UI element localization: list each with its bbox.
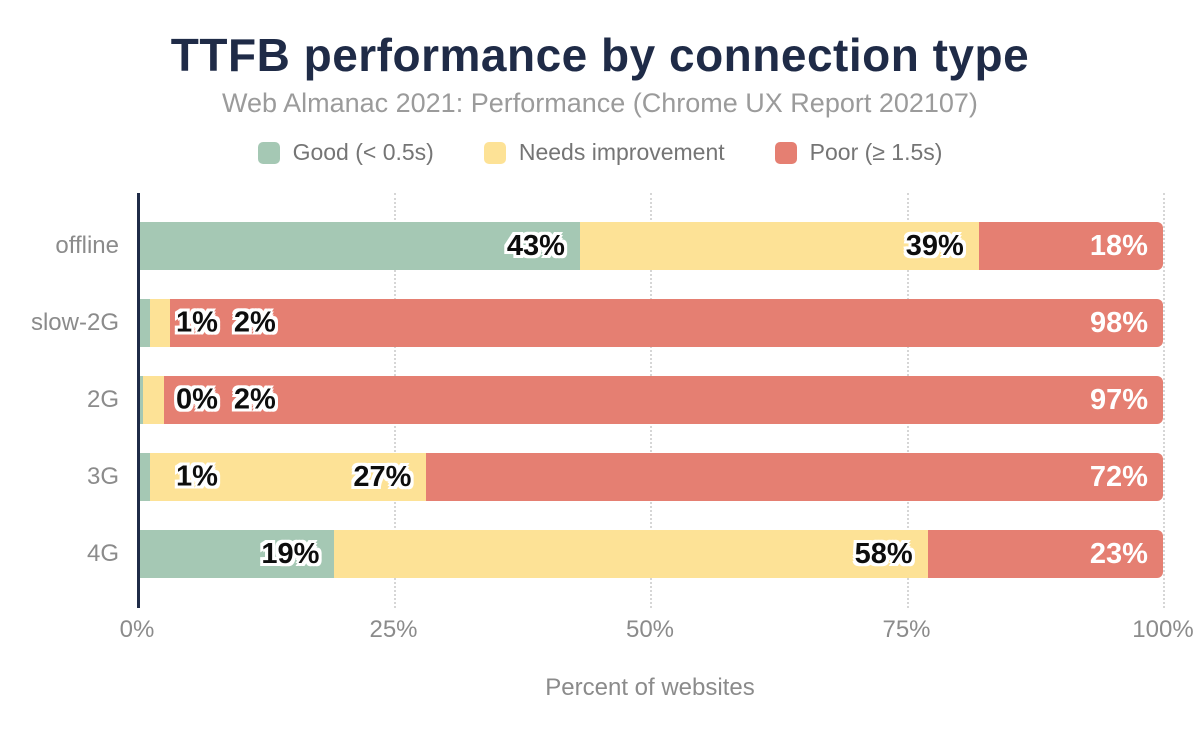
bar-segment-needs-improvement[interactable] (143, 376, 164, 424)
value-label: 98% (1089, 306, 1148, 339)
bar-row-offline: offline 43% 39% 18% (55, 222, 1163, 270)
x-tick-label: 50% (625, 616, 675, 643)
category-label: offline (55, 232, 119, 259)
bar-segment-good[interactable]: 19% (140, 530, 335, 578)
bar-segment-poor[interactable]: 23% (927, 530, 1163, 578)
stacked-bar: 19% 58% 23% (140, 530, 1163, 578)
bar-segment-needs-improvement[interactable] (150, 299, 171, 347)
value-label: 97% (1089, 383, 1148, 416)
legend-label: Good (< 0.5s) (292, 139, 434, 165)
stacked-bar: 98% (140, 299, 1163, 347)
value-label: 58% (854, 537, 913, 570)
legend-swatch-icon (483, 141, 506, 164)
legend-swatch-icon (257, 141, 280, 164)
y-axis-line (137, 193, 140, 608)
bar-segment-good[interactable]: 43% (140, 222, 580, 270)
legend-label: Poor (≥ 1.5s) (809, 139, 943, 165)
legend-label: Needs improvement (518, 139, 725, 165)
legend-item-2[interactable]: Poor (≥ 1.5s) (774, 139, 943, 166)
category-label: 4G (86, 540, 119, 567)
category-label: 2G (86, 386, 119, 413)
bar-rows: offline 43% 39% 18% slow-2G 98% 1% 2% 2G 97% 0% 2% 3… (31, 222, 1163, 607)
bar-segment-good[interactable] (140, 453, 151, 501)
x-tick-label: 75% (882, 616, 931, 643)
bar-row-3G: 3G 27% 72% 1% (87, 453, 1163, 501)
category-label: slow-2G (30, 309, 119, 336)
legend-swatch-icon (774, 141, 797, 164)
bar-row-4G: 4G 19% 58% 23% (87, 530, 1163, 578)
stacked-bar: 43% 39% 18% (140, 222, 1163, 270)
legend-item-0[interactable]: Good (< 0.5s) (257, 139, 434, 166)
bar-segment-poor[interactable]: 98% (170, 299, 1163, 347)
bar-segment-poor[interactable]: 72% (426, 453, 1163, 501)
value-label: 18% (1089, 229, 1148, 262)
stacked-bar: 27% 72% (140, 453, 1163, 501)
category-label: 3G (86, 463, 119, 490)
x-tick-label: 25% (369, 616, 418, 643)
value-label: 19% (261, 537, 320, 570)
bar-segment-needs-improvement[interactable]: 58% (334, 530, 928, 578)
x-axis-ticks: 0% 25% 50% 75% 100% (120, 616, 1194, 646)
stacked-bar: 97% (140, 376, 1163, 424)
bar-segment-needs-improvement[interactable]: 39% (579, 222, 979, 270)
legend-item-1[interactable]: Needs improvement (483, 139, 725, 166)
bar-segment-good[interactable] (140, 299, 151, 347)
bar-segment-poor[interactable]: 18% (978, 222, 1163, 270)
bar-segment-poor[interactable]: 97% (163, 376, 1163, 424)
x-tick-label: 0% (119, 616, 155, 643)
value-label: 39% (905, 229, 964, 262)
chart-title: TTFB performance by connection type (170, 29, 1030, 81)
value-label: 23% (1089, 537, 1148, 570)
bar-row-slow-2G: slow-2G 98% 1% 2% (31, 299, 1163, 347)
bar-segment-good[interactable] (140, 376, 143, 424)
x-tick-label: 100% (1132, 616, 1194, 643)
bar-row-2G: 2G 97% 0% 2% (87, 376, 1163, 424)
bar-segment-needs-improvement[interactable]: 27% (150, 453, 427, 501)
value-label: 27% (353, 460, 412, 493)
gridline (1163, 193, 1165, 608)
legend: Good (< 0.5s) Needs improvement Poor (≥ 1.… (0, 139, 1200, 166)
value-label: 43% (506, 229, 565, 262)
chart-subtitle: Web Almanac 2021: Performance (Chrome UX… (222, 88, 978, 118)
x-axis-title: Percent of websites (545, 674, 755, 701)
value-label: 72% (1089, 460, 1148, 493)
